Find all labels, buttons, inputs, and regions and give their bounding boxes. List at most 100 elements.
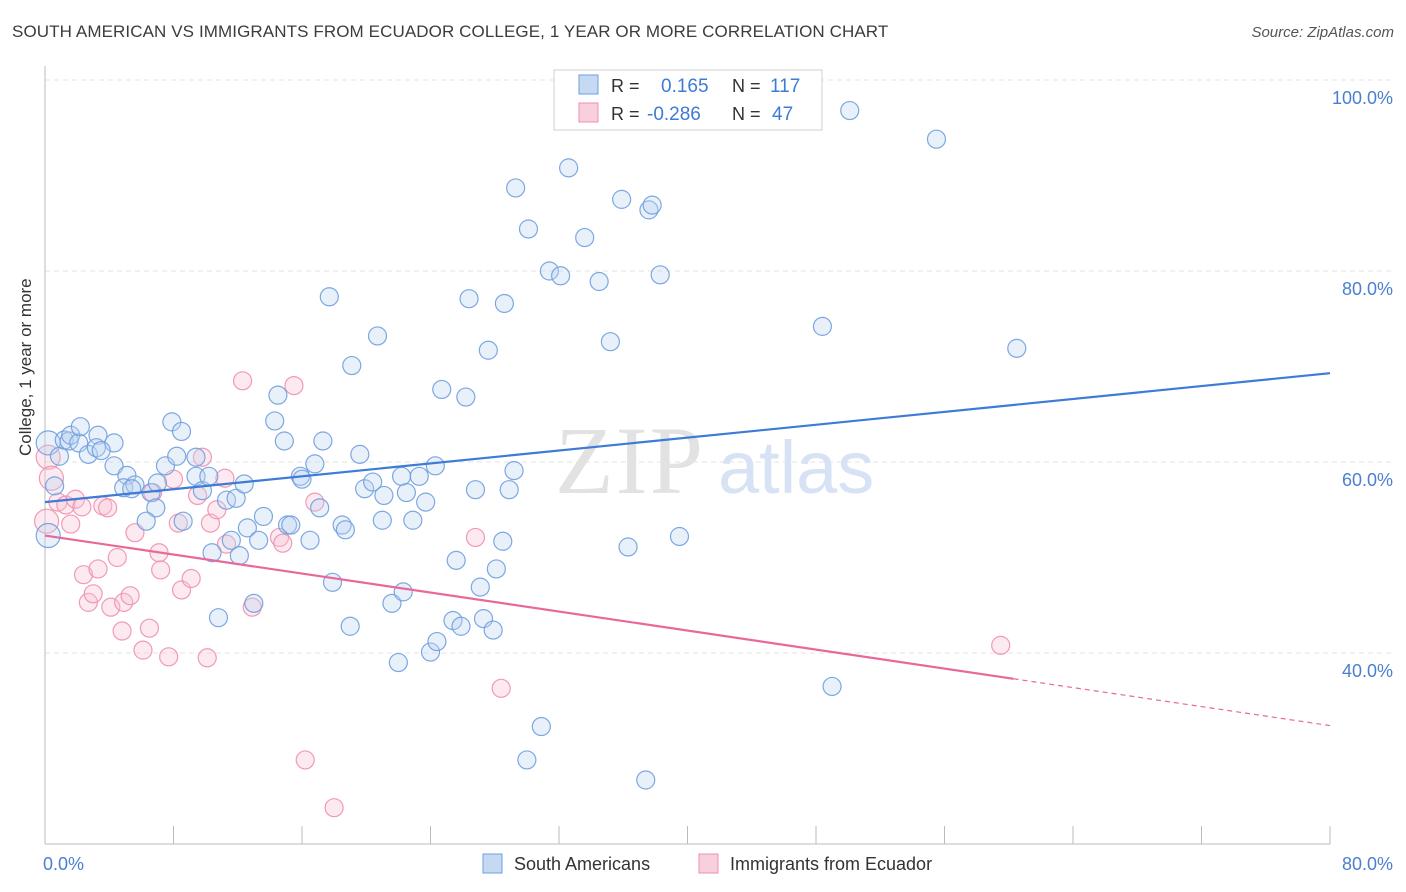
data-point-immigrants-from-ecuador (491, 678, 511, 698)
data-point-south-americans (310, 498, 330, 518)
data-point-south-americans (226, 488, 246, 508)
data-point-south-americans (382, 593, 402, 613)
data-point-south-americans (319, 287, 339, 307)
data-point-immigrants-from-ecuador (284, 376, 304, 396)
data-point-south-americans (202, 543, 222, 563)
data-point-south-americans (244, 593, 264, 613)
data-point-south-americans (551, 266, 571, 286)
legend-n-value-1: 117 (770, 76, 800, 97)
trend-lines (44, 372, 1331, 727)
trend-line-south-americans (44, 372, 1331, 504)
y-tick-label: 60.0% (1342, 470, 1393, 490)
data-point-south-americans (391, 466, 412, 486)
data-point-immigrants-from-ecuador (192, 447, 213, 467)
legend-n-label-1: N = (732, 76, 761, 96)
data-point-south-americans (840, 100, 860, 121)
x-tick-label: 0.0% (43, 854, 84, 874)
data-point-immigrants-from-ecuador (73, 565, 94, 585)
legend-swatch-immigrants-from-ecuador (578, 102, 599, 123)
data-point-south-americans (114, 478, 134, 498)
data-point-south-americans (618, 537, 638, 557)
bottom-legend-swatch-immigrants-from-ecuador (698, 853, 719, 874)
data-point-south-americans (416, 492, 436, 512)
data-point-south-americans (342, 355, 362, 376)
data-point-south-americans (229, 545, 249, 566)
data-point-immigrants-from-ecuador (324, 798, 344, 818)
y-tick-label: 40.0% (1342, 661, 1393, 681)
data-point-south-americans (446, 550, 466, 570)
data-point-immigrants-from-ecuador (88, 559, 108, 579)
data-point-south-americans (456, 387, 476, 407)
trend-line-extension-immigrants-from-ecuador (1013, 678, 1331, 727)
data-point-south-americans (451, 616, 471, 636)
watermark: ZIP atlas (555, 407, 874, 514)
legend-r-label-2: R = (611, 104, 640, 124)
data-point-south-americans (669, 526, 690, 547)
data-point-south-americans (234, 474, 254, 494)
data-point-south-americans (104, 456, 124, 476)
data-point-south-americans (465, 480, 486, 500)
data-point-south-americans (70, 417, 90, 437)
y-tick-label: 100.0% (1332, 88, 1393, 108)
watermark-zip: ZIP (555, 407, 705, 514)
bottom-legend-label-south-americans: South Americans (514, 854, 650, 874)
data-point-south-americans (459, 289, 479, 309)
data-point-south-americans (1007, 338, 1027, 358)
data-point-south-americans (171, 421, 192, 442)
data-point-south-americans (253, 506, 274, 527)
data-point-south-americans (517, 750, 537, 770)
bottom-legend-swatch-south-americans (482, 853, 503, 874)
data-point-south-americans (478, 340, 498, 360)
data-point-immigrants-from-ecuador (991, 635, 1011, 655)
data-point-south-americans (642, 195, 662, 215)
y-tick-label: 80.0% (1342, 279, 1393, 299)
legend-r-value-1: 0.165 (661, 76, 709, 97)
chart-title: SOUTH AMERICAN VS IMMIGRANTS FROM ECUADO… (12, 22, 889, 41)
legend-r-value-2: -0.286 (647, 104, 701, 125)
data-point-south-americans (636, 770, 656, 790)
data-point-south-americans (305, 454, 325, 474)
data-point-south-americans (45, 476, 65, 496)
data-point-immigrants-from-ecuador (465, 527, 486, 548)
data-point-south-americans (313, 431, 333, 451)
data-point-south-americans (350, 444, 370, 464)
data-point-south-americans (216, 490, 237, 510)
data-point-south-americans (409, 466, 429, 486)
x-tick-label: 80.0% (1342, 854, 1393, 874)
data-point-south-americans (237, 518, 257, 538)
legend-n-value-2: 47 (772, 104, 793, 125)
data-point-immigrants-from-ecuador (133, 640, 153, 660)
data-point-south-americans (396, 482, 417, 503)
data-point-immigrants-from-ecuador (295, 750, 315, 770)
data-point-south-americans (506, 178, 526, 198)
data-point-south-americans (146, 498, 166, 518)
data-point-south-americans (539, 261, 559, 281)
bottom-legend: South Americans Immigrants from Ecuador (482, 853, 932, 874)
data-point-south-americans (199, 466, 219, 486)
data-point-immigrants-from-ecuador (101, 597, 121, 617)
data-point-south-americans (483, 620, 503, 640)
data-point-south-americans (265, 411, 285, 431)
data-point-south-americans (393, 582, 413, 602)
data-point-south-americans (281, 515, 301, 535)
data-point-immigrants-from-ecuador (34, 508, 60, 534)
source-label: Source: ZipAtlas.com (1251, 24, 1394, 41)
data-point-south-americans (499, 480, 519, 500)
data-point-south-americans (470, 577, 490, 597)
data-point-south-americans (486, 559, 506, 579)
data-point-immigrants-from-ecuador (72, 497, 92, 517)
data-point-south-americans (208, 608, 229, 628)
data-point-south-americans (167, 446, 187, 466)
data-point-immigrants-from-ecuador (120, 586, 140, 606)
gridlines (45, 79, 1394, 654)
data-point-south-americans (221, 530, 241, 550)
trend-line-immigrants-from-ecuador (44, 534, 1014, 680)
data-point-south-americans (600, 332, 621, 352)
data-point-south-americans (136, 511, 156, 531)
data-point-south-americans (531, 716, 551, 737)
data-point-immigrants-from-ecuador (151, 560, 171, 580)
series-south-americans (35, 84, 1027, 790)
data-point-south-americans (363, 472, 383, 492)
data-point-south-americans (292, 469, 312, 489)
